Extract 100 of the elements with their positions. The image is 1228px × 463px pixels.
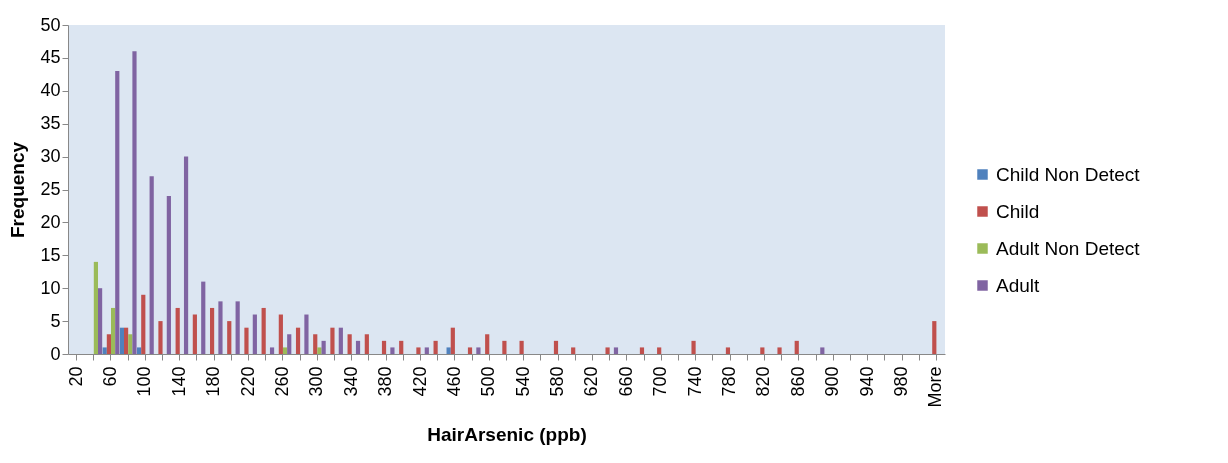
- bar: [338, 327, 343, 354]
- bar: [639, 347, 645, 354]
- bar: [364, 334, 369, 354]
- legend-label: Adult Non Detect: [996, 237, 1141, 259]
- bar: [820, 347, 825, 354]
- bar: [252, 314, 257, 354]
- bar: [102, 347, 107, 354]
- bar: [119, 327, 124, 354]
- x-tick-label: 100: [134, 366, 155, 397]
- bar: [218, 301, 223, 354]
- legend-label: Adult: [996, 274, 1041, 296]
- bar: [932, 321, 937, 354]
- y-tick-label: 50: [40, 14, 61, 35]
- bar: [476, 347, 481, 354]
- y-tick-label: 5: [50, 310, 61, 331]
- bar: [760, 347, 765, 354]
- y-tick-label: 40: [40, 80, 61, 101]
- bar: [235, 301, 240, 354]
- bar: [149, 176, 154, 354]
- y-tick-label: 25: [40, 179, 61, 199]
- bar: [794, 340, 799, 354]
- bar: [97, 288, 103, 354]
- bar: [321, 340, 326, 354]
- y-axis-title: Frequency: [7, 141, 29, 239]
- bar: [201, 281, 206, 354]
- bar: [613, 347, 619, 354]
- x-tick-label: 140: [168, 366, 189, 397]
- bar: [278, 314, 283, 354]
- y-tick-label: 45: [40, 47, 61, 68]
- bar: [553, 340, 559, 354]
- x-tick-label: 340: [340, 366, 361, 397]
- x-tick-label: 260: [271, 366, 292, 397]
- x-tick-label: 900: [822, 366, 843, 397]
- x-tick-label: 220: [237, 366, 258, 397]
- bar: [571, 347, 576, 354]
- y-tick-label: 15: [40, 244, 61, 265]
- x-tick-label: 780: [719, 366, 740, 397]
- bar: [132, 51, 137, 354]
- x-tick-label: 660: [615, 366, 636, 397]
- bar: [209, 307, 215, 354]
- bar: [295, 327, 301, 354]
- bar: [166, 196, 171, 354]
- y-tick-label: 30: [40, 146, 61, 167]
- x-tick-label: 940: [856, 366, 877, 397]
- bar: [330, 327, 335, 354]
- bar: [433, 340, 438, 354]
- bar: [110, 307, 116, 354]
- bar: [450, 327, 455, 354]
- bar: [467, 347, 473, 354]
- bar: [446, 347, 451, 354]
- x-tick-label: 540: [512, 366, 533, 397]
- x-tick-label: 60: [99, 366, 120, 387]
- bar: [317, 347, 322, 354]
- x-tick-label: 300: [306, 366, 327, 397]
- bar: [519, 340, 524, 354]
- bar: [605, 347, 610, 354]
- bar: [287, 334, 292, 354]
- x-tick-label: More: [925, 366, 946, 408]
- x-tick-label: 180: [203, 366, 224, 397]
- x-axis-title: HairArsenic (ppb): [427, 423, 587, 445]
- bar: [416, 347, 421, 354]
- bar: [106, 334, 111, 354]
- bar: [183, 156, 189, 354]
- bar: [123, 327, 129, 354]
- bar: [244, 327, 249, 354]
- bar: [381, 340, 387, 354]
- x-tick-label: 500: [478, 366, 499, 397]
- bar: [261, 307, 266, 354]
- bar: [282, 347, 288, 354]
- x-tick-label: 740: [684, 366, 705, 397]
- bar: [93, 261, 98, 354]
- bar: [347, 334, 352, 354]
- bar: [657, 347, 662, 354]
- bar: [158, 321, 163, 354]
- bar: [313, 334, 318, 354]
- legend-label: Child: [996, 200, 1040, 222]
- bar: [502, 340, 507, 354]
- bar: [192, 314, 197, 354]
- x-tick-label: 700: [650, 366, 671, 397]
- bar: [304, 314, 309, 354]
- y-tick-label: 10: [40, 277, 61, 298]
- x-tick-label: 20: [65, 366, 86, 387]
- bar: [424, 347, 429, 354]
- x-tick-label: 980: [891, 366, 912, 397]
- bar: [390, 347, 395, 354]
- bar: [175, 307, 180, 354]
- y-tick-label: 0: [50, 343, 61, 364]
- x-tick-label: 420: [409, 366, 430, 397]
- bar: [141, 294, 146, 354]
- bar: [269, 347, 275, 354]
- bar: [136, 347, 142, 354]
- legend-label: Child Non Detect: [996, 163, 1141, 185]
- y-tick-label: 35: [40, 113, 61, 134]
- x-tick-label: 860: [787, 366, 808, 397]
- bar: [227, 321, 232, 354]
- y-tick-label: 20: [40, 211, 61, 232]
- bar: [355, 340, 361, 354]
- x-tick-label: 580: [547, 366, 568, 397]
- bar: [691, 340, 696, 354]
- bar: [485, 334, 490, 354]
